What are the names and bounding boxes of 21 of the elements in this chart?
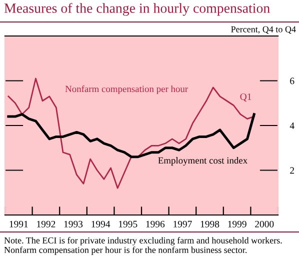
- series-label: Nonfarm compensation per hour: [65, 85, 188, 94]
- x-tick-label: 1993: [64, 220, 83, 228]
- x-tick-label: 1997: [174, 220, 192, 228]
- chart-subtitle: Percent, Q4 to Q4: [231, 26, 296, 34]
- x-tick-label: 1994: [92, 220, 110, 228]
- x-tick-label: 1991: [10, 220, 28, 228]
- line-series: [8, 78, 255, 189]
- y-tick-label: 4: [290, 122, 294, 129]
- line-series: [7, 113, 256, 158]
- y-tick-label: 2: [290, 167, 294, 174]
- x-tick-label: 1999: [228, 220, 246, 228]
- text: Note. The ECI is for private industry excluding farm and household workers. Nonfarm compensation per hour is for the nonfarm business sector.: [4, 237, 282, 255]
- x-tick-label: 1996: [146, 220, 165, 228]
- chart-title: Measures of the change in hourly compensation: [4, 3, 270, 16]
- x-tick-label: 2000: [255, 220, 274, 228]
- series-label: Employment cost index: [158, 157, 248, 166]
- x-tick-label: 1992: [37, 220, 56, 228]
- x-tick-label: 1995: [118, 220, 138, 228]
- x-tick-label: 1998: [200, 220, 220, 228]
- annotation: Q1: [240, 93, 252, 102]
- y-tick-label: 6: [290, 78, 294, 84]
